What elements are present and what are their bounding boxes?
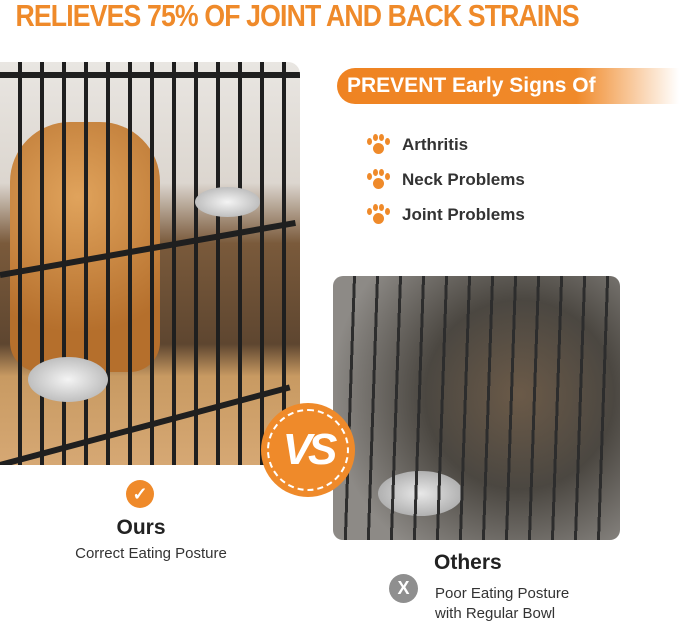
elevated-bowl [195, 187, 260, 217]
paw-icon [366, 134, 390, 156]
paw-icon [366, 204, 390, 226]
photo-regular-bowl-cage [333, 276, 620, 540]
condition-label: Neck Problems [402, 170, 525, 189]
vs-badge: VS [261, 403, 355, 497]
prevent-banner: PREVENT Early Signs Of [337, 68, 679, 104]
condition-label: Joint Problems [402, 205, 525, 224]
others-subtitle-line1: Poor Eating Posture [435, 585, 570, 602]
cage-bars [333, 276, 620, 540]
photo-elevated-bowl-cage [0, 62, 300, 465]
condition-item: Neck Problems [366, 168, 525, 192]
paw-icon [366, 169, 390, 191]
others-subtitle-line2: with Regular Bowl [435, 605, 556, 622]
headline: RELIEVES 75% OF JOINT AND BACK STRAINS [15, 0, 579, 33]
check-icon: ✓ [126, 480, 154, 508]
bowl [28, 357, 108, 402]
cage-rail [0, 72, 300, 78]
ours-subtitle: Correct Eating Posture [75, 545, 227, 562]
others-title: Others [434, 551, 502, 574]
condition-label: Arthritis [402, 135, 469, 154]
ours-title: Ours [116, 516, 166, 539]
condition-item: Joint Problems [366, 203, 525, 227]
x-icon: X [389, 574, 418, 603]
condition-item: Arthritis [366, 133, 468, 157]
